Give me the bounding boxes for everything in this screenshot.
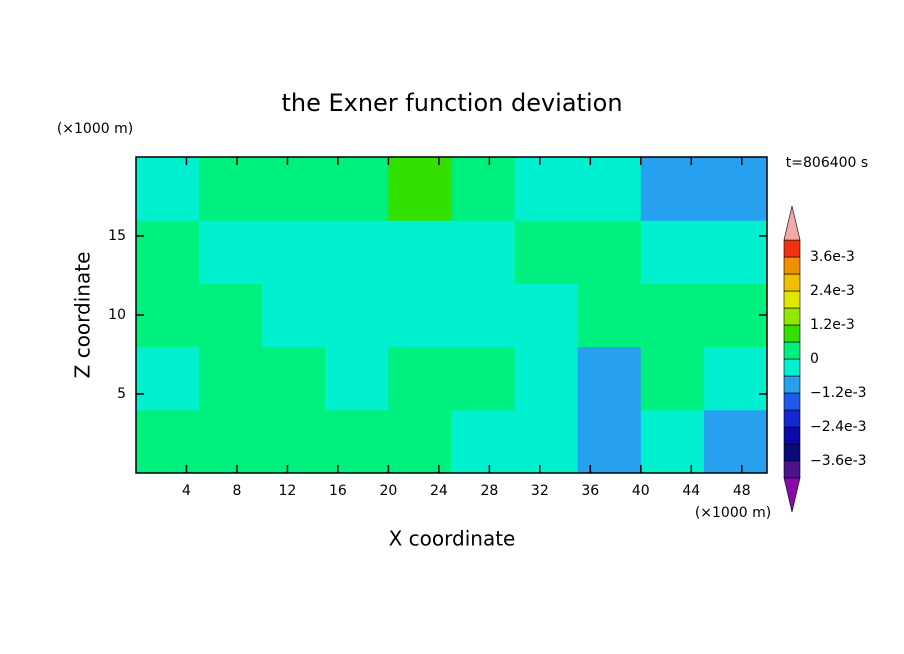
- contour-cell: [514, 220, 579, 284]
- colorbar-box: [783, 341, 801, 360]
- contour-cell: [388, 409, 452, 474]
- contour-cell: [640, 283, 705, 348]
- colorbar-label: 2.4e-3: [810, 283, 855, 299]
- colorbar-label: −1.2e-3: [810, 385, 867, 401]
- field: [136, 157, 768, 474]
- contour-cell: [640, 220, 705, 284]
- y-tick-label: 10: [108, 307, 126, 323]
- contour-cell: [325, 157, 389, 221]
- contour-cell: [262, 157, 326, 221]
- x-tick-label: 24: [430, 483, 448, 499]
- x-tick-label: 48: [733, 483, 751, 499]
- colorbar-box: [783, 290, 801, 309]
- colorbar-box: [783, 256, 801, 275]
- contour-cell: [199, 220, 263, 284]
- contour-cell: [136, 409, 200, 474]
- contour-cell: [640, 409, 705, 474]
- contour-cell: [640, 157, 705, 221]
- contour-cell: [514, 346, 579, 411]
- x-tick-label: 4: [182, 483, 191, 499]
- contour-cell: [136, 157, 200, 221]
- contour-cell: [388, 157, 452, 221]
- colorbar-box: [783, 392, 801, 411]
- y-axis-label: Z coordinate: [71, 252, 95, 379]
- contour-cell: [703, 409, 768, 474]
- contour-cell: [262, 283, 326, 348]
- contour-cell: [577, 409, 642, 474]
- x-unit: (×1000 m): [695, 505, 771, 521]
- contour-cell: [640, 346, 705, 411]
- contour-cell: [514, 283, 579, 348]
- x-tick-label: 8: [232, 483, 241, 499]
- contour-cell: [451, 409, 516, 474]
- contour-cell: [388, 346, 452, 411]
- chart-title: the Exner function deviation: [281, 89, 622, 117]
- colorbar-box: [783, 324, 801, 343]
- contour-cell: [136, 283, 200, 348]
- colorbar-box: [783, 307, 801, 326]
- contour-cell: [703, 157, 768, 221]
- contour-cell: [199, 157, 263, 221]
- x-axis-label: X coordinate: [389, 527, 516, 551]
- contour-cell: [136, 220, 200, 284]
- contour-cell: [577, 157, 642, 221]
- contour-cell: [262, 346, 326, 411]
- colorbar-box: [783, 409, 801, 428]
- time-annotation: t=806400 s: [786, 155, 868, 171]
- contour-cell: [325, 346, 389, 411]
- x-tick-label: 20: [379, 483, 397, 499]
- x-tick-label: 28: [480, 483, 498, 499]
- contour-cell: [703, 220, 768, 284]
- colorbar-box: [783, 443, 801, 462]
- colorbar-label: −2.4e-3: [810, 419, 867, 435]
- x-tick-label: 32: [531, 483, 549, 499]
- colorbar-box: [783, 460, 801, 479]
- contour-cell: [703, 283, 768, 348]
- contour-cell: [199, 283, 263, 348]
- contour-cell: [451, 346, 516, 411]
- contour-cell: [703, 346, 768, 411]
- contour-cell: [325, 409, 389, 474]
- x-tick-label: 40: [632, 483, 650, 499]
- colorbar-label: 3.6e-3: [810, 249, 855, 265]
- contour-cell: [136, 346, 200, 411]
- contour-cell: [325, 220, 389, 284]
- contour-cell: [199, 409, 263, 474]
- contour-cell: [577, 220, 642, 284]
- colorbar-box: [783, 426, 801, 445]
- contour-cell: [325, 283, 389, 348]
- colorbar-under: [783, 477, 801, 513]
- x-tick-label: 36: [581, 483, 599, 499]
- x-tick-label: 16: [329, 483, 347, 499]
- contour-cell: [262, 220, 326, 284]
- contour-cell: [388, 220, 452, 284]
- x-tick-label: 44: [682, 483, 700, 499]
- contour-cell: [451, 220, 516, 284]
- colorbar-label: −3.6e-3: [810, 453, 867, 469]
- contour-cell: [514, 157, 579, 221]
- contour-cell: [199, 346, 263, 411]
- contour-cell: [451, 157, 516, 221]
- contour-cell: [388, 283, 452, 348]
- colorbar-label: 0: [810, 351, 819, 367]
- contour-cell: [577, 346, 642, 411]
- x-tick-label: 12: [279, 483, 297, 499]
- colorbar-box: [783, 273, 801, 292]
- y-tick-label: 15: [108, 228, 126, 244]
- colorbar-label: 1.2e-3: [810, 317, 855, 333]
- colorbar-box: [783, 239, 801, 258]
- contour-cell: [514, 409, 579, 474]
- colorbar-over: [783, 205, 801, 241]
- colorbar-box: [783, 375, 801, 394]
- colorbar-box: [783, 358, 801, 377]
- contour-cell: [577, 283, 642, 348]
- contour-cell: [451, 283, 516, 348]
- y-unit: (×1000 m): [57, 121, 133, 137]
- y-tick-label: 5: [117, 386, 126, 402]
- contour-cell: [262, 409, 326, 474]
